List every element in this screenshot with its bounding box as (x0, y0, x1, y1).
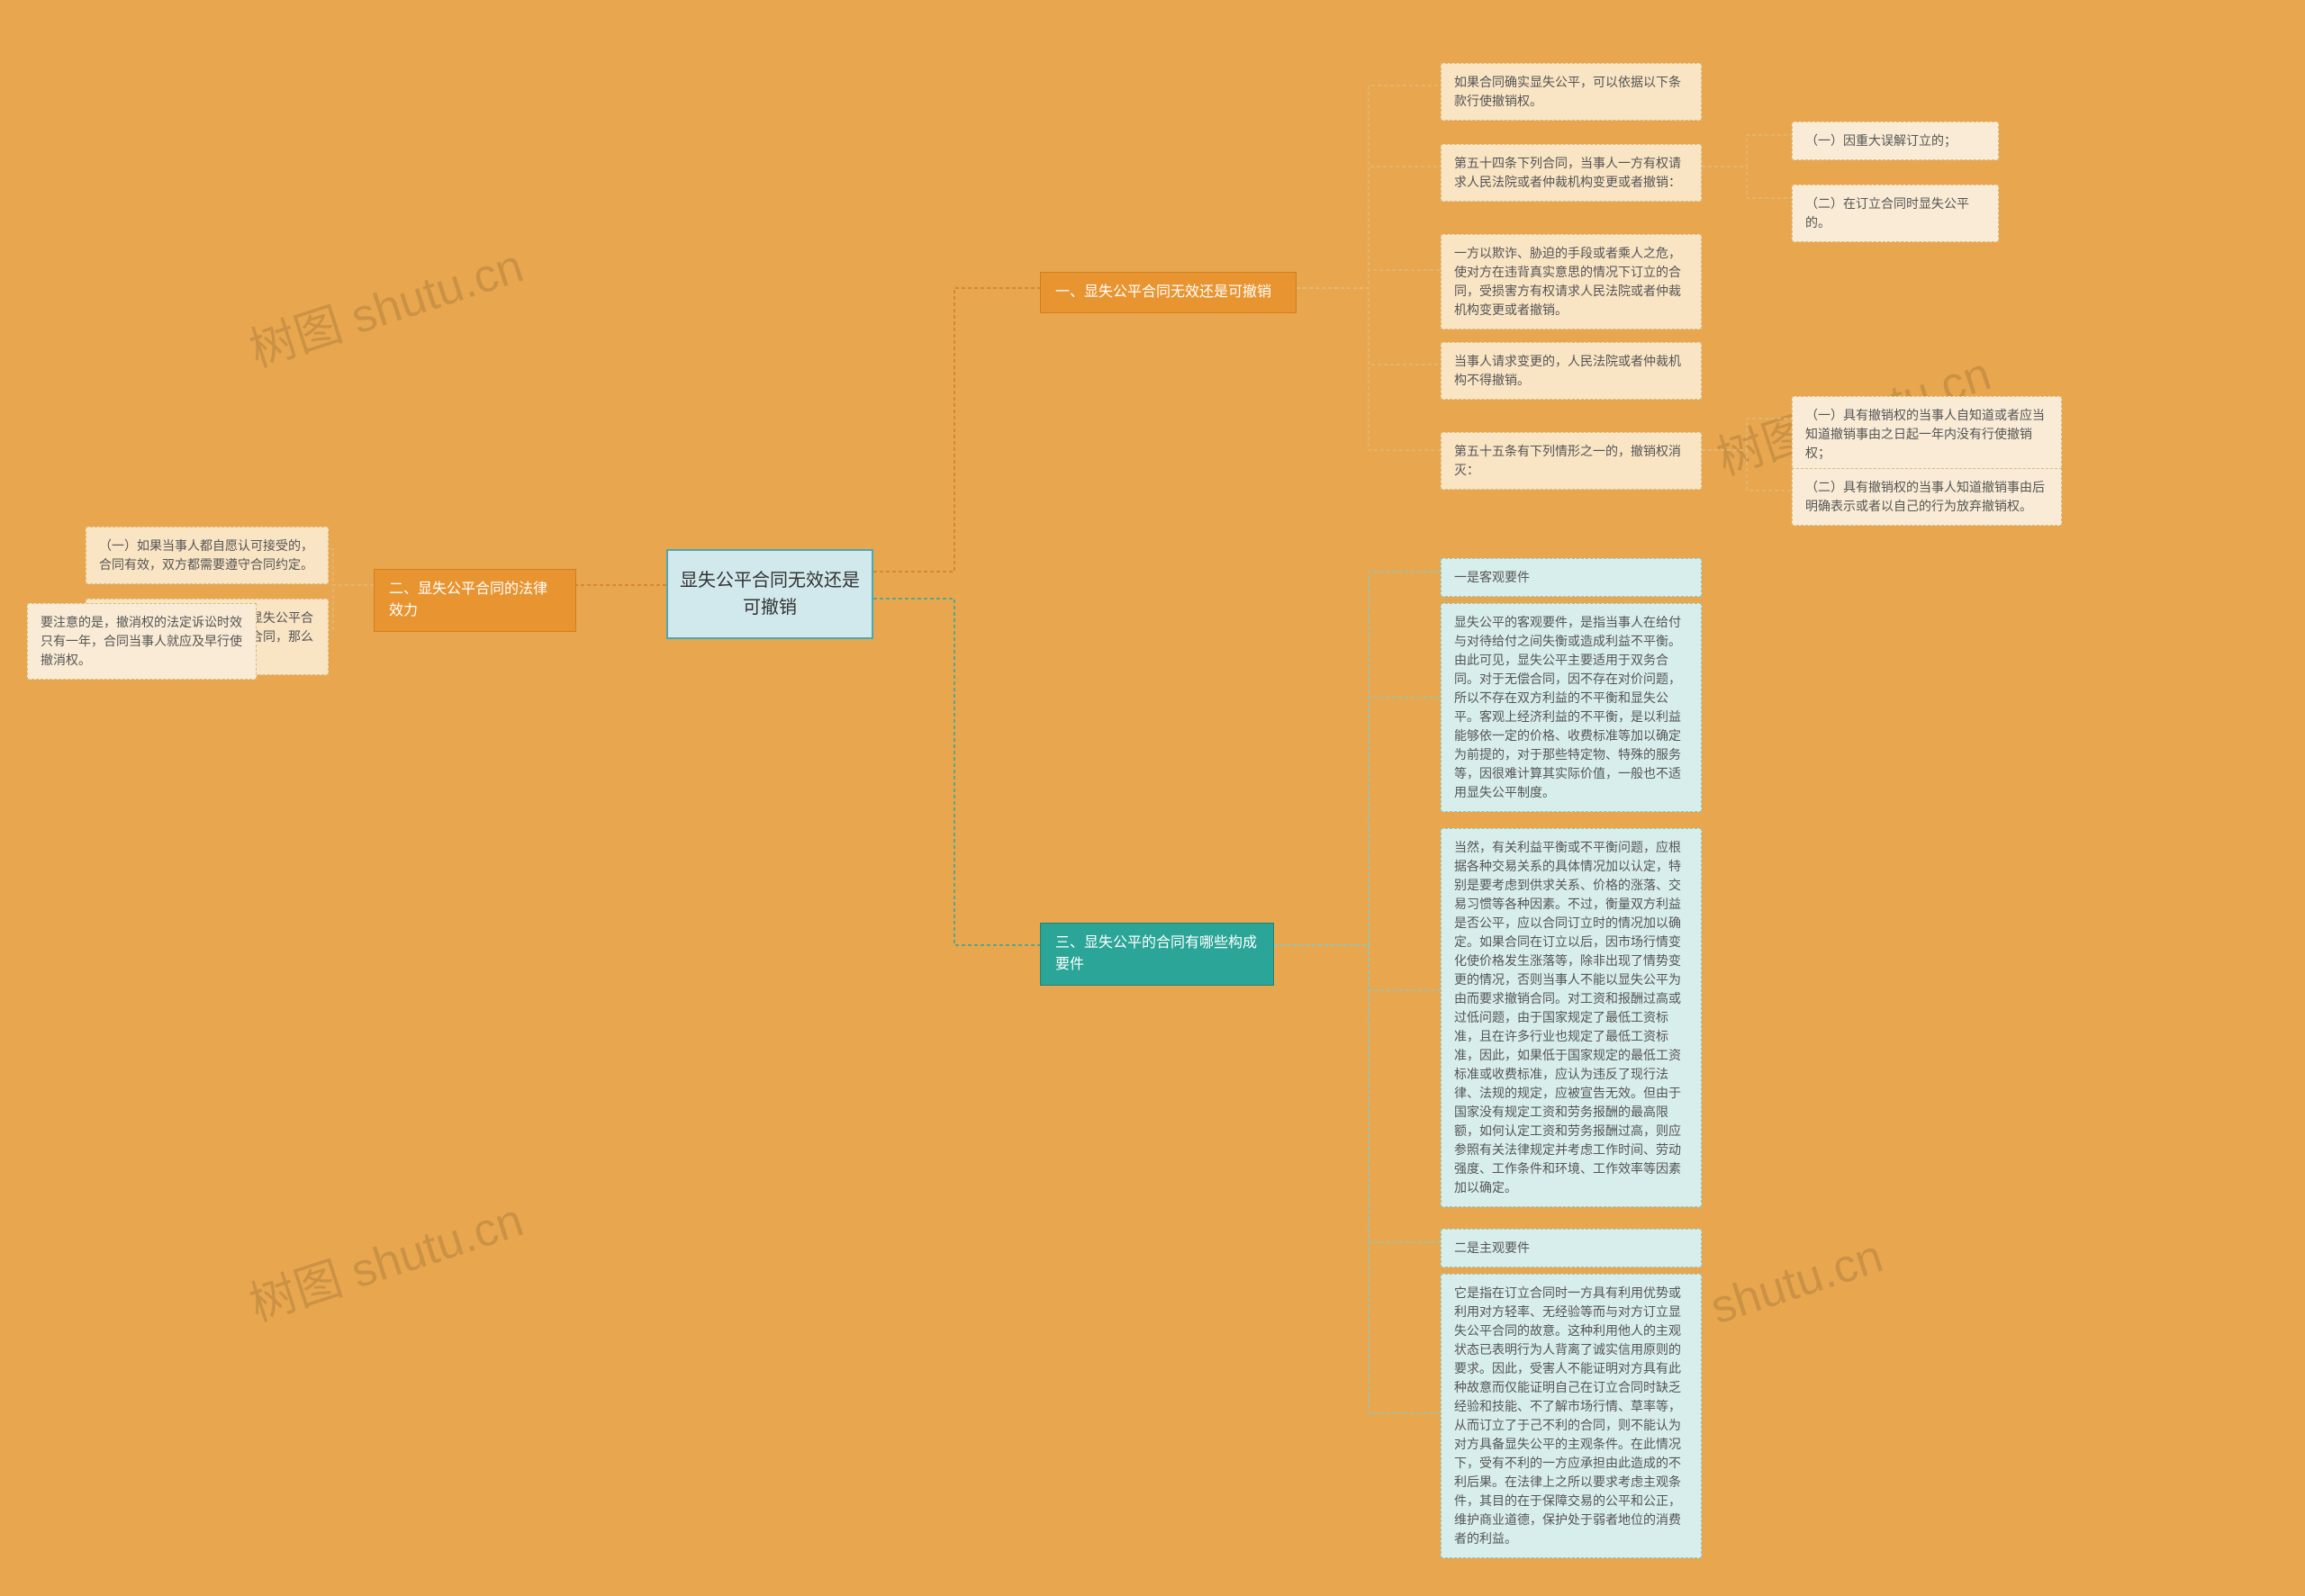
b2-c1[interactable]: （一）如果当事人都自愿认可接受的，合同有效，双方都需要遵守合同约定。 (86, 527, 329, 584)
b1-c4[interactable]: 当事人请求变更的，人民法院或者仲裁机构不得撤销。 (1441, 342, 1702, 400)
b1-c1[interactable]: 如果合同确实显失公平，可以依据以下条款行使撤销权。 (1441, 63, 1702, 121)
watermark: 树图 shutu.cn (240, 1182, 530, 1334)
b3-c5[interactable]: 它是指在订立合同时一方具有利用优势或利用对方轻率、无经验等而与对方订立显失公平合… (1441, 1274, 1702, 1558)
center-node[interactable]: 显失公平合同无效还是可撤销 (666, 549, 873, 639)
watermark: 树图 shutu.cn (240, 228, 530, 380)
b2-c2-s1[interactable]: 要注意的是，撤消权的法定诉讼时效只有一年，合同当事人就应及早行使撤消权。 (27, 603, 257, 680)
b1-c5[interactable]: 第五十五条有下列情形之一的，撤销权消灭： (1441, 432, 1702, 490)
branch-3[interactable]: 三、显失公平的合同有哪些构成要件 (1040, 923, 1274, 986)
b3-c2[interactable]: 显失公平的客观要件，是指当事人在给付与对待给付之间失衡或造成利益不平衡。由此可见… (1441, 603, 1702, 812)
b3-c1[interactable]: 一是客观要件 (1441, 558, 1702, 597)
b1-c2-s2[interactable]: （二）在订立合同时显失公平的。 (1792, 185, 1999, 242)
branch-1[interactable]: 一、显失公平合同无效还是可撤销 (1040, 272, 1297, 313)
b1-c5-s1[interactable]: （一）具有撤销权的当事人自知道或者应当知道撤销事由之日起一年内没有行使撤销权； (1792, 396, 2062, 473)
b1-c2[interactable]: 第五十四条下列合同，当事人一方有权请求人民法院或者仲裁机构变更或者撤销： (1441, 144, 1702, 202)
b1-c2-s1[interactable]: （一）因重大误解订立的； (1792, 122, 1999, 160)
b3-c4[interactable]: 二是主观要件 (1441, 1229, 1702, 1267)
b1-c5-s2[interactable]: （二）具有撤销权的当事人知道撤销事由后明确表示或者以自己的行为放弃撤销权。 (1792, 468, 2062, 526)
branch-2[interactable]: 二、显失公平合同的法律效力 (374, 569, 576, 632)
b1-c3[interactable]: 一方以欺诈、胁迫的手段或者乘人之危，使对方在违背真实意思的情况下订立的合同，受损… (1441, 234, 1702, 329)
b3-c3[interactable]: 当然，有关利益平衡或不平衡问题，应根据各种交易关系的具体情况加以认定，特别是要考… (1441, 828, 1702, 1207)
mindmap-canvas: 树图 shutu.cn 树图 shutu.cn 树图 shutu.cn 树图 s… (0, 0, 2305, 1596)
